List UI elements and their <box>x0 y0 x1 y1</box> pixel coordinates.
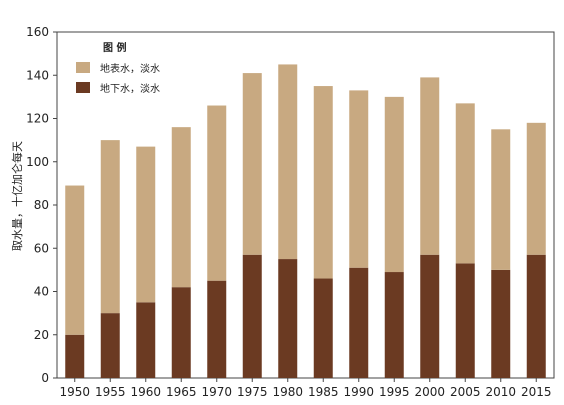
legend-label: 地下水，淡水 <box>100 82 160 95</box>
legend-swatch <box>76 62 90 73</box>
legend-swatch <box>76 82 90 93</box>
y-tick-label: 0 <box>41 371 49 385</box>
x-tick-label: 2005 <box>450 385 481 399</box>
x-tick-label: 1950 <box>59 385 90 399</box>
bar-surface-water <box>207 105 227 281</box>
legend-label: 地表水，淡水 <box>100 62 160 75</box>
x-tick-label: 1985 <box>308 385 339 399</box>
bar-surface-water <box>384 96 404 273</box>
x-axis: 1950 1955 1960 1965 1970 1975 1980 1985 1990 1995… <box>59 378 552 399</box>
bar-surface-water <box>136 146 156 303</box>
bar-groundwater <box>455 263 475 378</box>
bar-groundwater <box>526 254 546 378</box>
y-tick-label: 160 <box>26 25 49 39</box>
bar-groundwater <box>278 259 298 378</box>
bars <box>65 64 546 378</box>
bar-groundwater <box>207 280 227 378</box>
x-tick-label: 1975 <box>237 385 268 399</box>
x-tick-label: 1965 <box>166 385 197 399</box>
bar-surface-water <box>491 129 511 270</box>
bar-groundwater <box>136 302 156 378</box>
bar-groundwater <box>420 254 440 378</box>
y-axis-label: 取水量，十亿加仑每天 <box>10 141 24 251</box>
bar-groundwater <box>491 269 511 378</box>
y-tick-label: 100 <box>26 155 49 169</box>
x-tick-label: 2010 <box>485 385 516 399</box>
y-tick-label: 20 <box>34 328 49 342</box>
bar-surface-water <box>65 185 85 335</box>
x-tick-label: 1990 <box>343 385 374 399</box>
x-tick-label: 1955 <box>95 385 126 399</box>
y-axis: 0 20 40 60 80 100 120 140 160 <box>26 25 57 385</box>
bar-surface-water <box>455 103 475 264</box>
bar-groundwater <box>100 313 120 378</box>
x-tick-label: 1960 <box>130 385 161 399</box>
x-tick-label: 1980 <box>272 385 303 399</box>
x-tick-label: 2000 <box>414 385 445 399</box>
bar-groundwater <box>313 278 333 378</box>
y-tick-label: 140 <box>26 68 49 82</box>
bar-groundwater <box>65 334 85 378</box>
bar-surface-water <box>278 64 298 260</box>
bar-surface-water <box>313 86 333 279</box>
legend-title: 图 例 <box>103 41 126 54</box>
bar-groundwater <box>242 254 262 378</box>
y-tick-label: 60 <box>34 241 49 255</box>
y-tick-label: 40 <box>34 285 49 299</box>
bar-surface-water <box>420 77 440 255</box>
x-tick-label: 2015 <box>521 385 552 399</box>
bar-surface-water <box>526 122 546 255</box>
bar-surface-water <box>349 90 369 268</box>
y-tick-label: 120 <box>26 112 49 126</box>
bar-groundwater <box>349 267 369 378</box>
x-tick-label: 1970 <box>201 385 232 399</box>
y-tick-label: 80 <box>34 198 49 212</box>
x-tick-label: 1995 <box>379 385 410 399</box>
bar-surface-water <box>242 73 262 255</box>
bar-surface-water <box>100 140 120 314</box>
bar-groundwater <box>384 272 404 378</box>
bar-surface-water <box>171 127 191 288</box>
bar-groundwater <box>171 287 191 378</box>
